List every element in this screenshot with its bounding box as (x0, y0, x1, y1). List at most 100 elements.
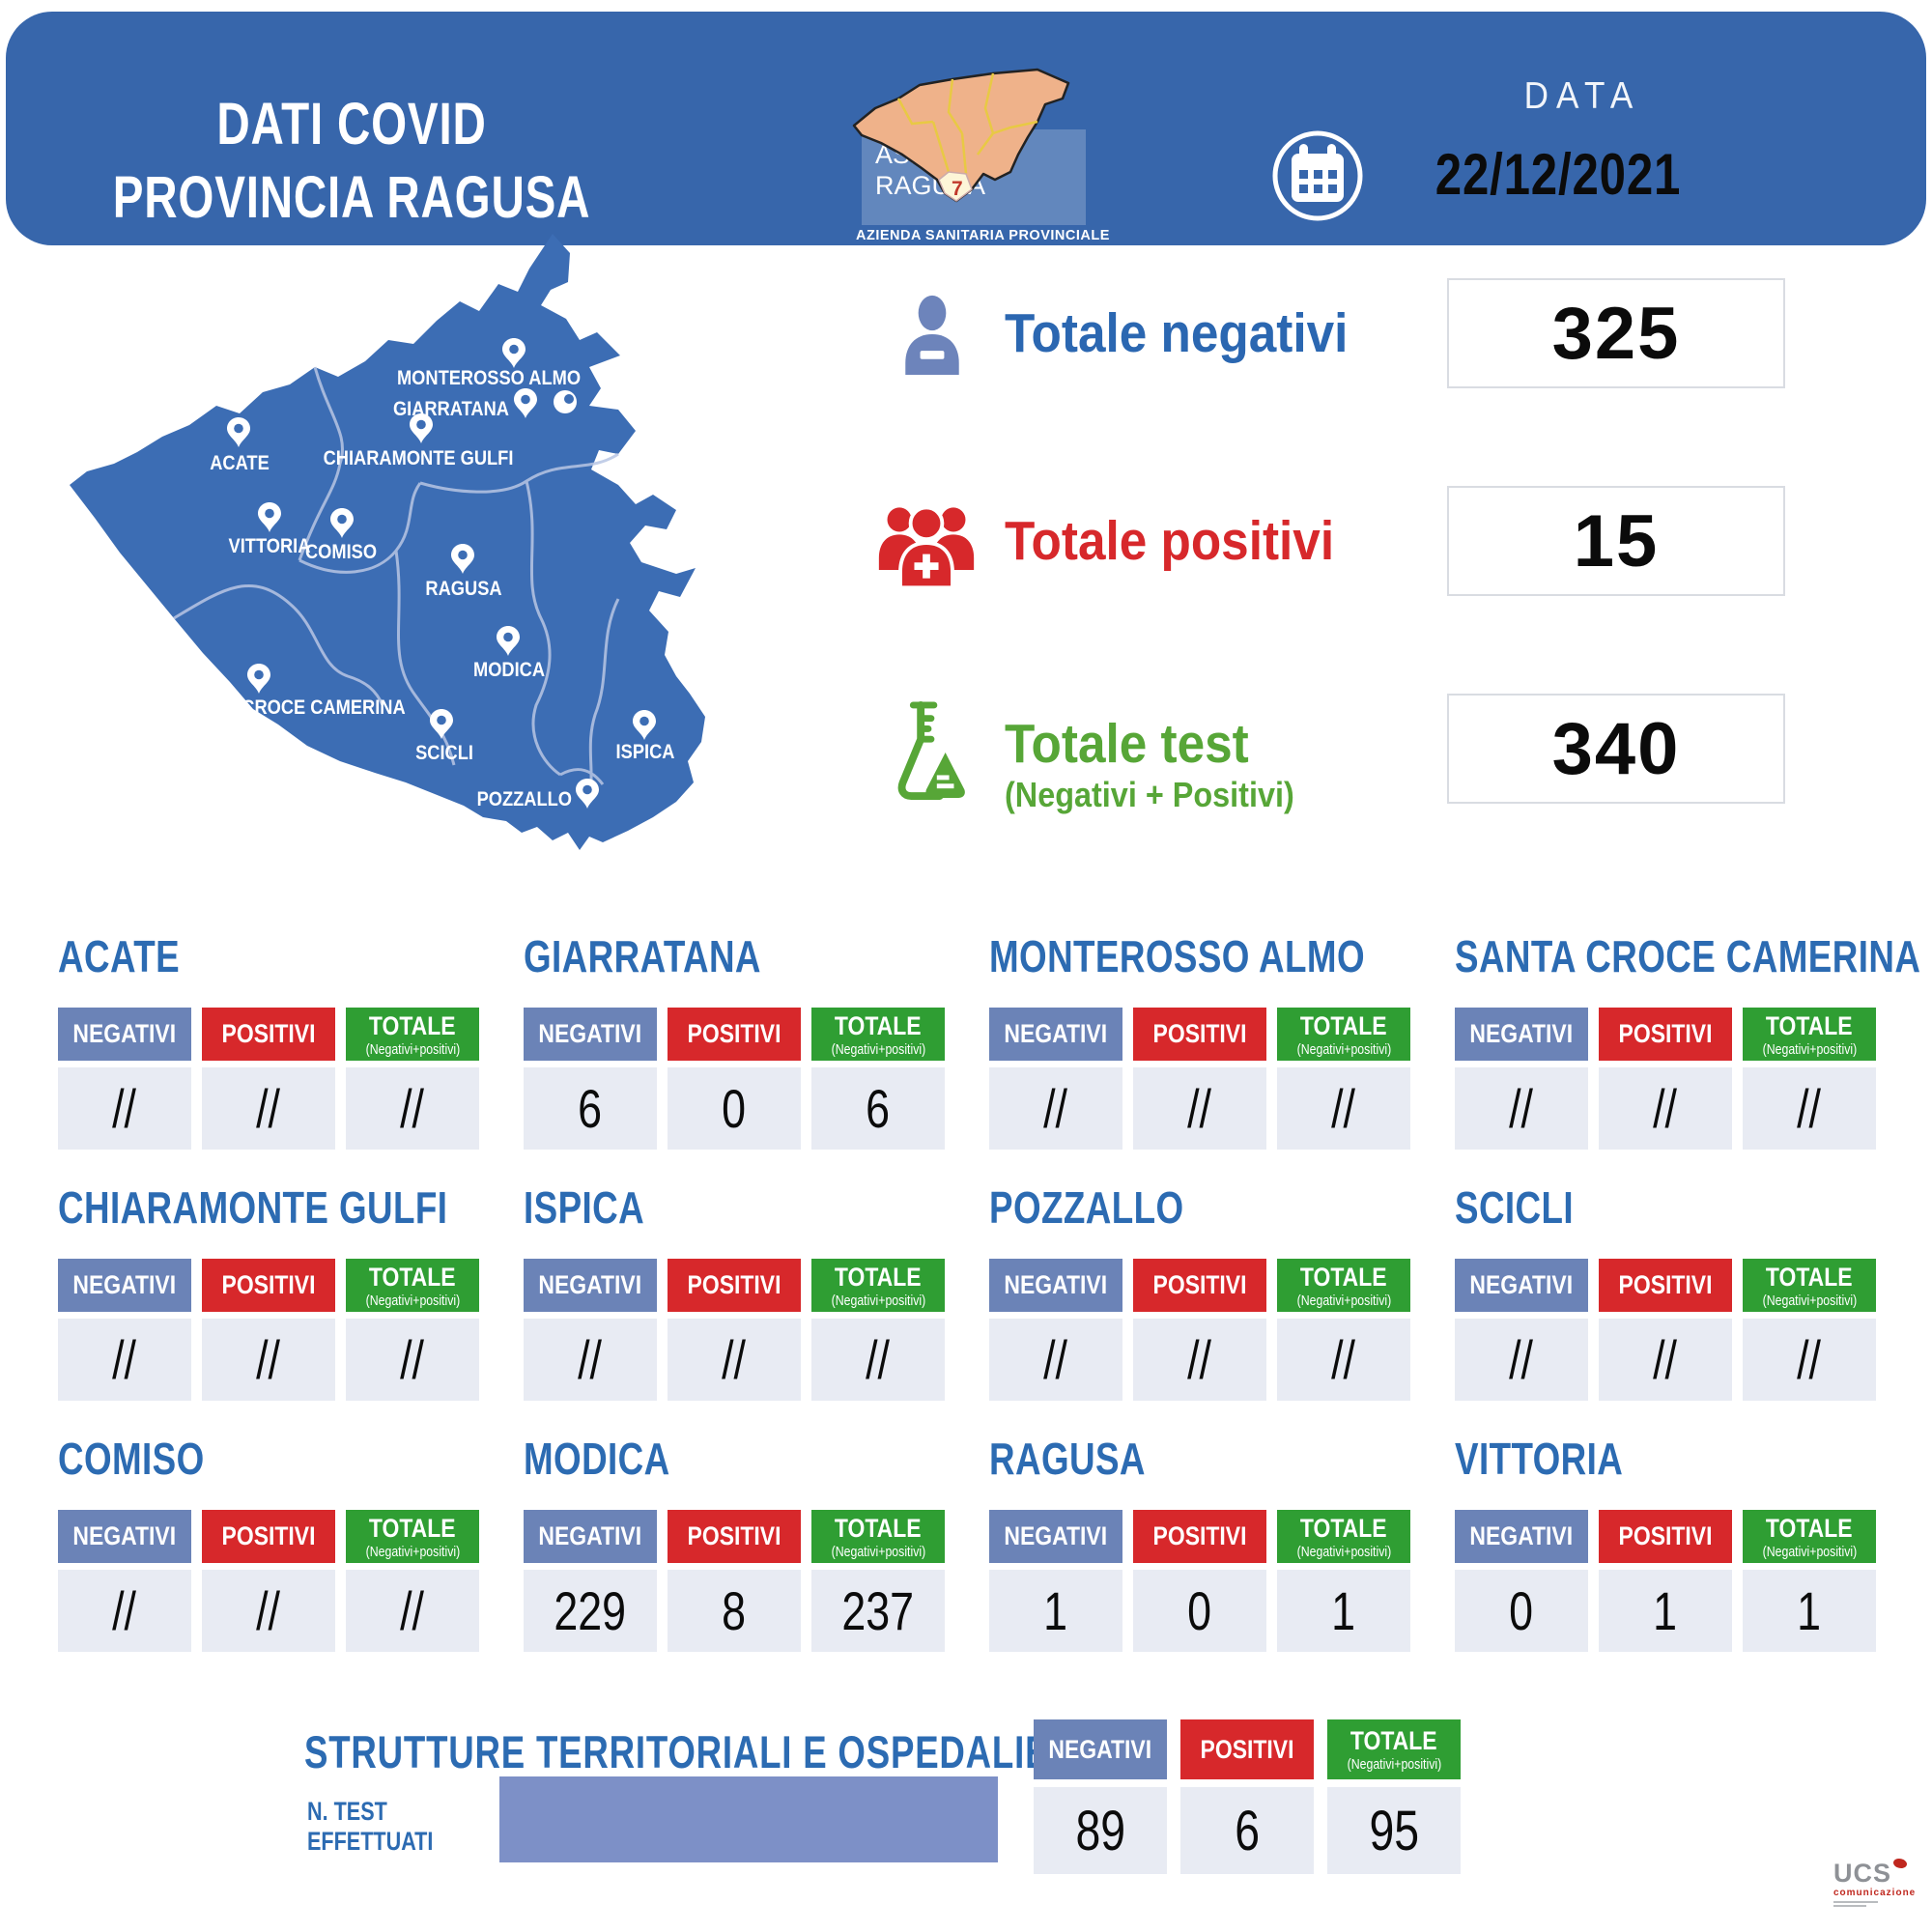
total-tests-label: Totale test (1005, 713, 1249, 775)
date-label: DATA (1523, 75, 1641, 117)
positivi-value: // (1599, 1067, 1732, 1150)
positivi-value: 8 (668, 1570, 801, 1652)
positivi-value: // (668, 1319, 801, 1401)
town-table-santa-croce-camerina: SANTA CROCE CAMERINA NEGATIVI POSITIVI T… (1455, 933, 1920, 1150)
totale-header: TOTALE (Negativi+positivi) (1743, 1008, 1876, 1061)
negativi-value: // (58, 1067, 191, 1150)
test-flask-icon (897, 701, 965, 800)
date-value: 22/12/2021 (1435, 142, 1682, 207)
map-label: RAGUSA (425, 578, 501, 601)
totale-value: // (1743, 1067, 1876, 1150)
pin-comiso (330, 508, 354, 538)
district-number: 7 (952, 178, 963, 200)
negativi-value: 1 (989, 1570, 1122, 1652)
positivi-header: POSITIVI (668, 1510, 801, 1563)
totale-value: // (346, 1570, 479, 1652)
positivi-header: POSITIVI (668, 1008, 801, 1061)
map-label: SCICLI (415, 742, 473, 765)
town-table-monterosso-almo: MONTEROSSO ALMO NEGATIVI POSITIVI TOTALE… (989, 933, 1410, 1150)
totale-header: TOTALE (Negativi+positivi) (1743, 1259, 1876, 1312)
totale-value: // (346, 1067, 479, 1150)
totale-header: TOTALE (Negativi+positivi) (346, 1259, 479, 1312)
watermark-name: UCS (1833, 1859, 1892, 1888)
positivi-header: POSITIVI (1180, 1719, 1314, 1779)
map-label: COMISO (305, 541, 377, 564)
totale-header: TOTALE (Negativi+positivi) (1277, 1008, 1410, 1061)
person-negative-icon (905, 295, 959, 375)
total-tests-value: 340 (1447, 694, 1785, 804)
totale-value: // (1277, 1067, 1410, 1150)
facilities-values: 89 6 95 (1034, 1787, 1461, 1874)
negativi-header: NEGATIVI (989, 1510, 1122, 1563)
positivi-value: 0 (668, 1067, 801, 1150)
totale-header: TOTALE (Negativi+positivi) (811, 1259, 945, 1312)
total-positives-label: Totale positivi (1005, 510, 1335, 572)
totale-value: 1 (1277, 1570, 1410, 1652)
totale-value: // (1277, 1319, 1410, 1401)
positivi-header: POSITIVI (1133, 1259, 1266, 1312)
positivi-header: POSITIVI (1599, 1259, 1732, 1312)
town-table-ispica: ISPICA NEGATIVI POSITIVI TOTALE (Negativi… (524, 1184, 945, 1401)
pin-pozzallo (576, 779, 599, 809)
agency-watermark: UCS comunicazione (1833, 1856, 1920, 1907)
positivi-value: // (202, 1570, 335, 1652)
header-bar: DATI COVID PROVINCIA RAGUSA ASP RAGUSA A… (6, 12, 1926, 245)
total-tests-sublabel: (Negativi + Positivi) (1005, 775, 1294, 814)
positivi-value: // (1133, 1319, 1266, 1401)
map-pin-labels: ACATE MONTEROSSO ALMO GIARRATANA CHIARAM… (178, 367, 674, 811)
calendar-icon (1272, 130, 1363, 221)
town-name: SCICLI (1455, 1182, 1575, 1233)
positivi-header: POSITIVI (1133, 1510, 1266, 1563)
watermark-line (1833, 1905, 1866, 1907)
totale-value: 237 (811, 1570, 945, 1652)
municipal-borders (173, 366, 620, 795)
totale-header: TOTALE (Negativi+positivi) (811, 1510, 945, 1563)
town-name: GIARRATANA (524, 931, 761, 981)
positivi-value: // (202, 1067, 335, 1150)
watermark-line (1833, 1901, 1878, 1903)
town-table-scicli: SCICLI NEGATIVI POSITIVI TOTALE (Negativi… (1455, 1184, 1876, 1401)
pin-modica (497, 626, 520, 656)
total-positives-value: 15 (1447, 486, 1785, 596)
negativi-value: // (1455, 1067, 1588, 1150)
positivi-header: POSITIVI (1133, 1008, 1266, 1061)
map-label: ACATE (210, 452, 270, 475)
town-name: MONTEROSSO ALMO (989, 931, 1365, 981)
totale-header: TOTALE (Negativi+positivi) (346, 1008, 479, 1061)
totale-value: 6 (811, 1067, 945, 1150)
negativi-value: // (58, 1319, 191, 1401)
page-title-line2: PROVINCIA RAGUSA (112, 164, 591, 230)
town-name: MODICA (524, 1434, 670, 1484)
people-positive-icon (878, 505, 975, 590)
negativi-header: NEGATIVI (524, 1008, 657, 1061)
totale-value: 95 (1327, 1787, 1461, 1874)
town-name: COMISO (58, 1434, 205, 1484)
test-bar (499, 1776, 998, 1862)
totale-value: // (1743, 1319, 1876, 1401)
totale-header: TOTALE (Negativi+positivi) (1277, 1259, 1410, 1312)
page-title: DATI COVID PROVINCIA RAGUSA (88, 87, 615, 234)
negativi-header: NEGATIVI (1034, 1719, 1167, 1779)
positivi-value: 6 (1180, 1787, 1314, 1874)
totale-header: TOTALE (Negativi+positivi) (1277, 1510, 1410, 1563)
negativi-header: NEGATIVI (58, 1008, 191, 1061)
town-table-ragusa: RAGUSA NEGATIVI POSITIVI TOTALE (Negativi… (989, 1435, 1410, 1652)
positivi-header: POSITIVI (202, 1259, 335, 1312)
total-negatives-label: Totale negativi (1005, 302, 1349, 364)
map-label: GIARRATANA (393, 398, 509, 421)
pin-monterosso-almo (502, 338, 526, 368)
totale-header: TOTALE (Negativi+positivi) (811, 1008, 945, 1061)
map-pins (227, 338, 656, 809)
positivi-value: 1 (1599, 1570, 1732, 1652)
pin-ragusa (451, 544, 474, 574)
province-landmass (70, 234, 705, 850)
positivi-value: // (1133, 1067, 1266, 1150)
facilities-headers: NEGATIVI POSITIVI TOTALE (Negativi+positi… (1034, 1719, 1461, 1779)
pin-scicli (430, 709, 453, 739)
town-table-pozzallo: POZZALLO NEGATIVI POSITIVI TOTALE (Negati… (989, 1184, 1410, 1401)
positivi-header: POSITIVI (1599, 1008, 1732, 1061)
map-label: POZZALLO (477, 788, 572, 811)
positivi-value: // (1599, 1319, 1732, 1401)
positivi-header: POSITIVI (1599, 1510, 1732, 1563)
